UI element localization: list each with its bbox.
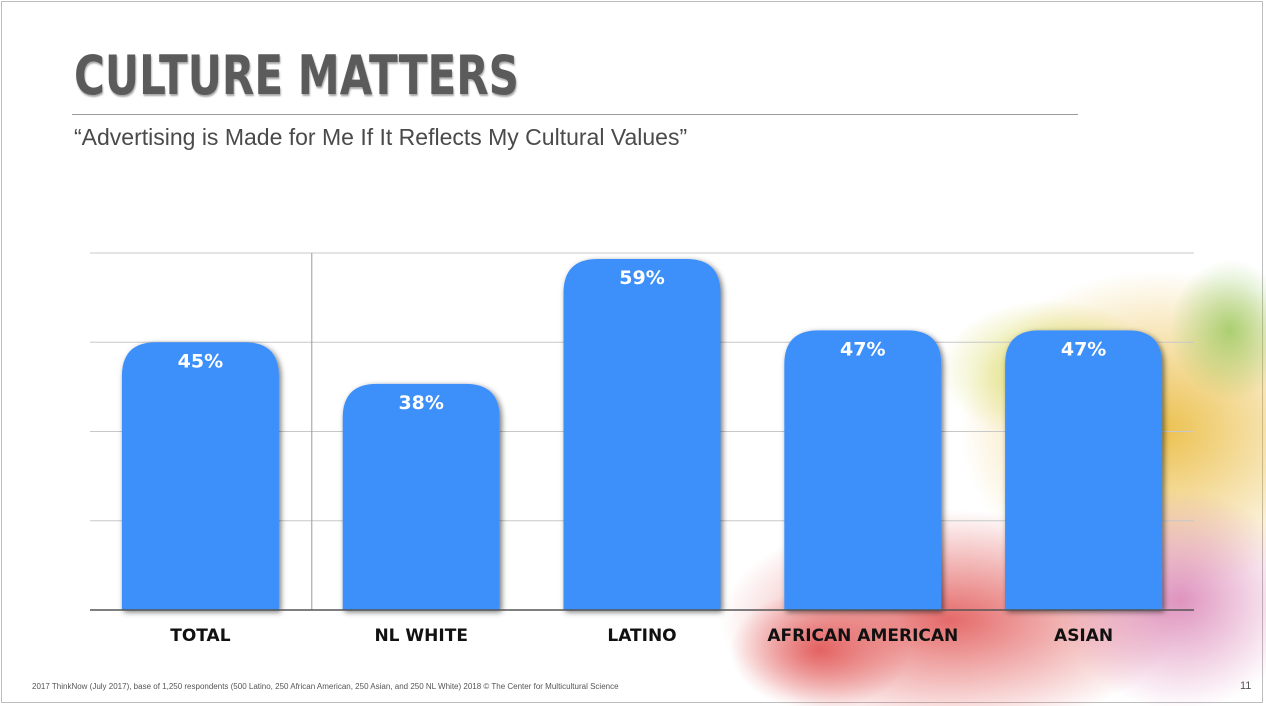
data-label-nl-white: 38% bbox=[398, 392, 443, 414]
bar-nl-white bbox=[342, 383, 500, 610]
data-label-latino: 59% bbox=[619, 267, 664, 289]
bar-african-american bbox=[784, 330, 942, 610]
data-label-asian: 47% bbox=[1061, 338, 1106, 360]
data-label-african-american: 47% bbox=[840, 338, 885, 360]
page-number: 11 bbox=[1240, 680, 1252, 692]
slide-subtitle: “Advertising is Made for Me If It Reflec… bbox=[74, 124, 688, 150]
category-label-african-american: AFRICAN AMERICAN bbox=[767, 626, 958, 646]
category-label-total: TOTAL bbox=[170, 626, 230, 646]
data-label-total: 45% bbox=[178, 350, 223, 372]
bar-data-labels: 45% 38% 59% 47% 47% bbox=[178, 267, 1107, 414]
source-footnote: 2017 ThinkNow (July 2017), base of 1,250… bbox=[32, 682, 619, 691]
slide-title: CULTURE MATTERS bbox=[74, 44, 520, 107]
bars bbox=[121, 258, 1163, 610]
bar-total bbox=[121, 342, 279, 610]
category-labels: TOTAL NL WHITE LATINO AFRICAN AMERICAN ASIAN bbox=[170, 626, 1113, 646]
bar-latino bbox=[563, 258, 721, 610]
bar-asian bbox=[1005, 330, 1163, 610]
category-label-latino: LATINO bbox=[607, 626, 676, 646]
category-label-nl-white: NL WHITE bbox=[374, 626, 468, 646]
category-label-asian: ASIAN bbox=[1054, 626, 1113, 646]
title-divider bbox=[72, 114, 1078, 115]
